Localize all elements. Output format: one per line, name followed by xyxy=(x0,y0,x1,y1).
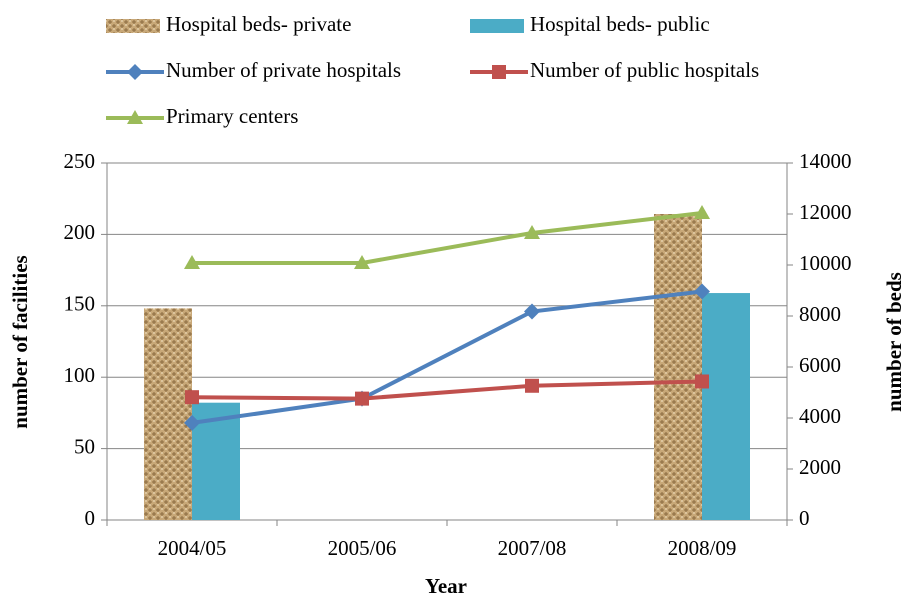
point xyxy=(184,254,200,269)
y2-tick-label: 6000 xyxy=(799,353,841,377)
y2-tick-label: 4000 xyxy=(799,404,841,428)
point xyxy=(355,391,369,406)
x-tick-label: 2004/05 xyxy=(158,536,227,560)
legend-label: Primary centers xyxy=(166,104,298,128)
point xyxy=(524,224,540,239)
legend-label: Hospital beds- private xyxy=(166,12,351,36)
y2-tick-label: 14000 xyxy=(799,149,852,173)
legend-swatch xyxy=(470,19,524,33)
legend-marker xyxy=(492,65,506,79)
point xyxy=(354,254,370,269)
point xyxy=(694,204,710,219)
y-tick-label: 0 xyxy=(85,506,96,530)
y-tick-label: 200 xyxy=(64,220,96,244)
x-tick-label: 2008/09 xyxy=(668,536,737,560)
x-tick-label: 2007/08 xyxy=(498,536,567,560)
point xyxy=(524,303,540,320)
point xyxy=(185,390,199,405)
point xyxy=(695,374,709,389)
point xyxy=(525,378,539,393)
line xyxy=(192,210,703,265)
bar xyxy=(702,293,750,520)
legend-marker xyxy=(127,64,143,80)
y-axis-title: number of facilities xyxy=(8,255,32,428)
point xyxy=(694,283,710,300)
y-tick-label: 50 xyxy=(74,434,95,458)
y-tick-label: 100 xyxy=(64,363,96,387)
line xyxy=(191,379,703,401)
y-tick-label: 150 xyxy=(64,292,96,316)
y2-axis-title: number of beds xyxy=(882,272,906,412)
bar xyxy=(654,214,702,520)
bar xyxy=(144,308,192,520)
legend-label: Number of private hospitals xyxy=(166,58,401,82)
y2-tick-label: 10000 xyxy=(799,251,852,275)
legend-label: Number of public hospitals xyxy=(530,58,759,82)
legend-label: Hospital beds- public xyxy=(530,12,710,36)
legend-swatch xyxy=(106,19,160,33)
line xyxy=(191,289,703,425)
legend-marker xyxy=(127,110,143,124)
y2-tick-label: 2000 xyxy=(799,455,841,479)
y-tick-label: 250 xyxy=(64,149,96,173)
y2-tick-label: 0 xyxy=(799,506,810,530)
x-axis-title: Year xyxy=(425,574,467,598)
point xyxy=(184,414,200,431)
x-tick-label: 2005/06 xyxy=(328,536,397,560)
y2-tick-label: 12000 xyxy=(799,200,852,224)
y2-tick-label: 8000 xyxy=(799,302,841,326)
